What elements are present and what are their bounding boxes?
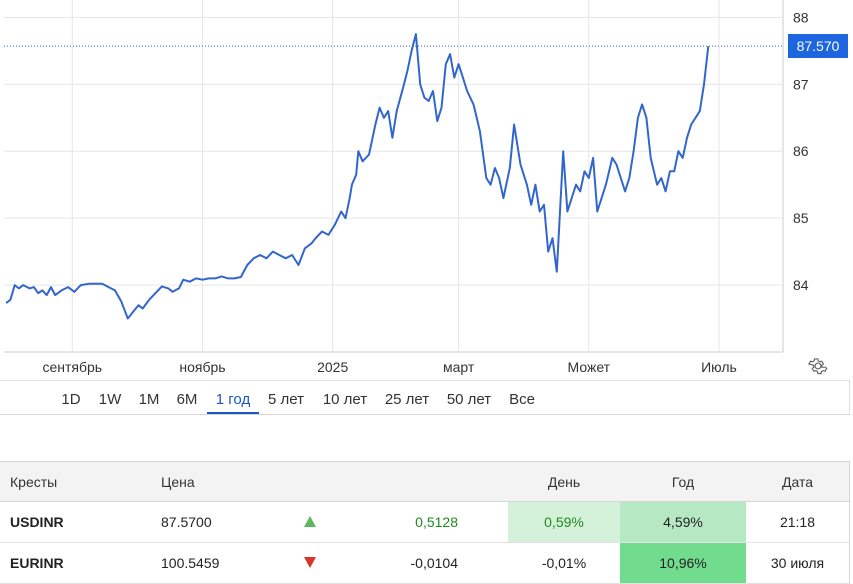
day-cell: 0,59% — [508, 501, 620, 543]
range-1w-button[interactable]: 1W — [98, 391, 122, 408]
range-50y-button[interactable]: 50 лет — [446, 391, 492, 408]
header-change — [336, 461, 508, 502]
direction-cell — [284, 501, 336, 543]
header-year: Год — [620, 461, 746, 502]
chart-area: 84 85 86 87 88 сентябрь ноябрь 2025 март Может Июл… — [4, 0, 848, 376]
year-cell: 10,96% — [620, 542, 746, 584]
down-triangle-icon — [304, 557, 316, 568]
range-25y-button[interactable]: 25 лет — [384, 391, 430, 408]
range-1m-button[interactable]: 1M — [138, 391, 160, 408]
price-chart: 84 85 86 87 88 сентябрь ноябрь 2025 март Может Июл… — [4, 0, 809, 375]
x-tick-label: ноябрь — [179, 359, 225, 375]
symbol-cell[interactable]: EURINR — [0, 542, 151, 584]
x-tick-label: 2025 — [317, 359, 348, 375]
y-tick-label: 86 — [793, 143, 809, 159]
range-10y-button[interactable]: 10 лет — [322, 391, 368, 408]
range-all-button[interactable]: Все — [509, 391, 535, 408]
table-header-row: Кресты Цена День Год Дата — [0, 461, 850, 502]
table-row[interactable]: USDINR 87.5700 0,5128 0,59% 4,59% 21:18 — [0, 501, 850, 543]
symbol-cell[interactable]: USDINR — [0, 501, 151, 543]
current-price-badge: 87.570 — [788, 34, 848, 59]
range-6m-button[interactable]: 6M — [176, 391, 198, 408]
y-tick-label: 85 — [793, 210, 809, 226]
price-cell: 87.5700 — [151, 501, 284, 543]
day-cell: -0,01% — [508, 542, 620, 584]
up-triangle-icon — [304, 516, 316, 527]
header-day: День — [508, 461, 620, 502]
x-tick-label: сентябрь — [42, 359, 102, 375]
x-tick-label: март — [443, 359, 475, 375]
header-date: Дата — [746, 461, 850, 502]
x-tick-label: Июль — [701, 359, 737, 375]
table-row[interactable]: EURINR 100.5459 -0,0104 -0,01% 10,96% 30… — [0, 542, 850, 584]
y-tick-label: 84 — [793, 277, 809, 293]
y-tick-label: 87 — [793, 76, 809, 92]
header-price: Цена — [151, 461, 284, 502]
date-cell: 30 июля — [746, 542, 850, 584]
price-cell: 100.5459 — [151, 542, 284, 584]
range-1d-button[interactable]: 1D — [61, 391, 81, 408]
crosses-table: Кресты Цена День Год Дата USDINR 87.5700… — [0, 461, 850, 584]
range-1y-button[interactable]: 1 год — [207, 381, 259, 414]
range-5y-button[interactable]: 5 лет — [268, 391, 304, 408]
change-cell: -0,0104 — [336, 542, 508, 584]
header-direction — [284, 461, 336, 502]
series-line — [5, 33, 710, 320]
direction-cell — [284, 542, 336, 584]
y-tick-label: 88 — [793, 9, 809, 25]
year-cell: 4,59% — [620, 501, 746, 543]
header-cross: Кресты — [0, 461, 151, 502]
date-cell: 21:18 — [746, 501, 850, 543]
gear-icon[interactable] — [808, 356, 828, 376]
x-tick-label: Может — [568, 359, 611, 375]
change-cell: 0,5128 — [336, 501, 508, 543]
range-selector: 1D 1W 1M 6M 1 год 5 лет 10 лет 25 лет 50… — [0, 380, 850, 415]
